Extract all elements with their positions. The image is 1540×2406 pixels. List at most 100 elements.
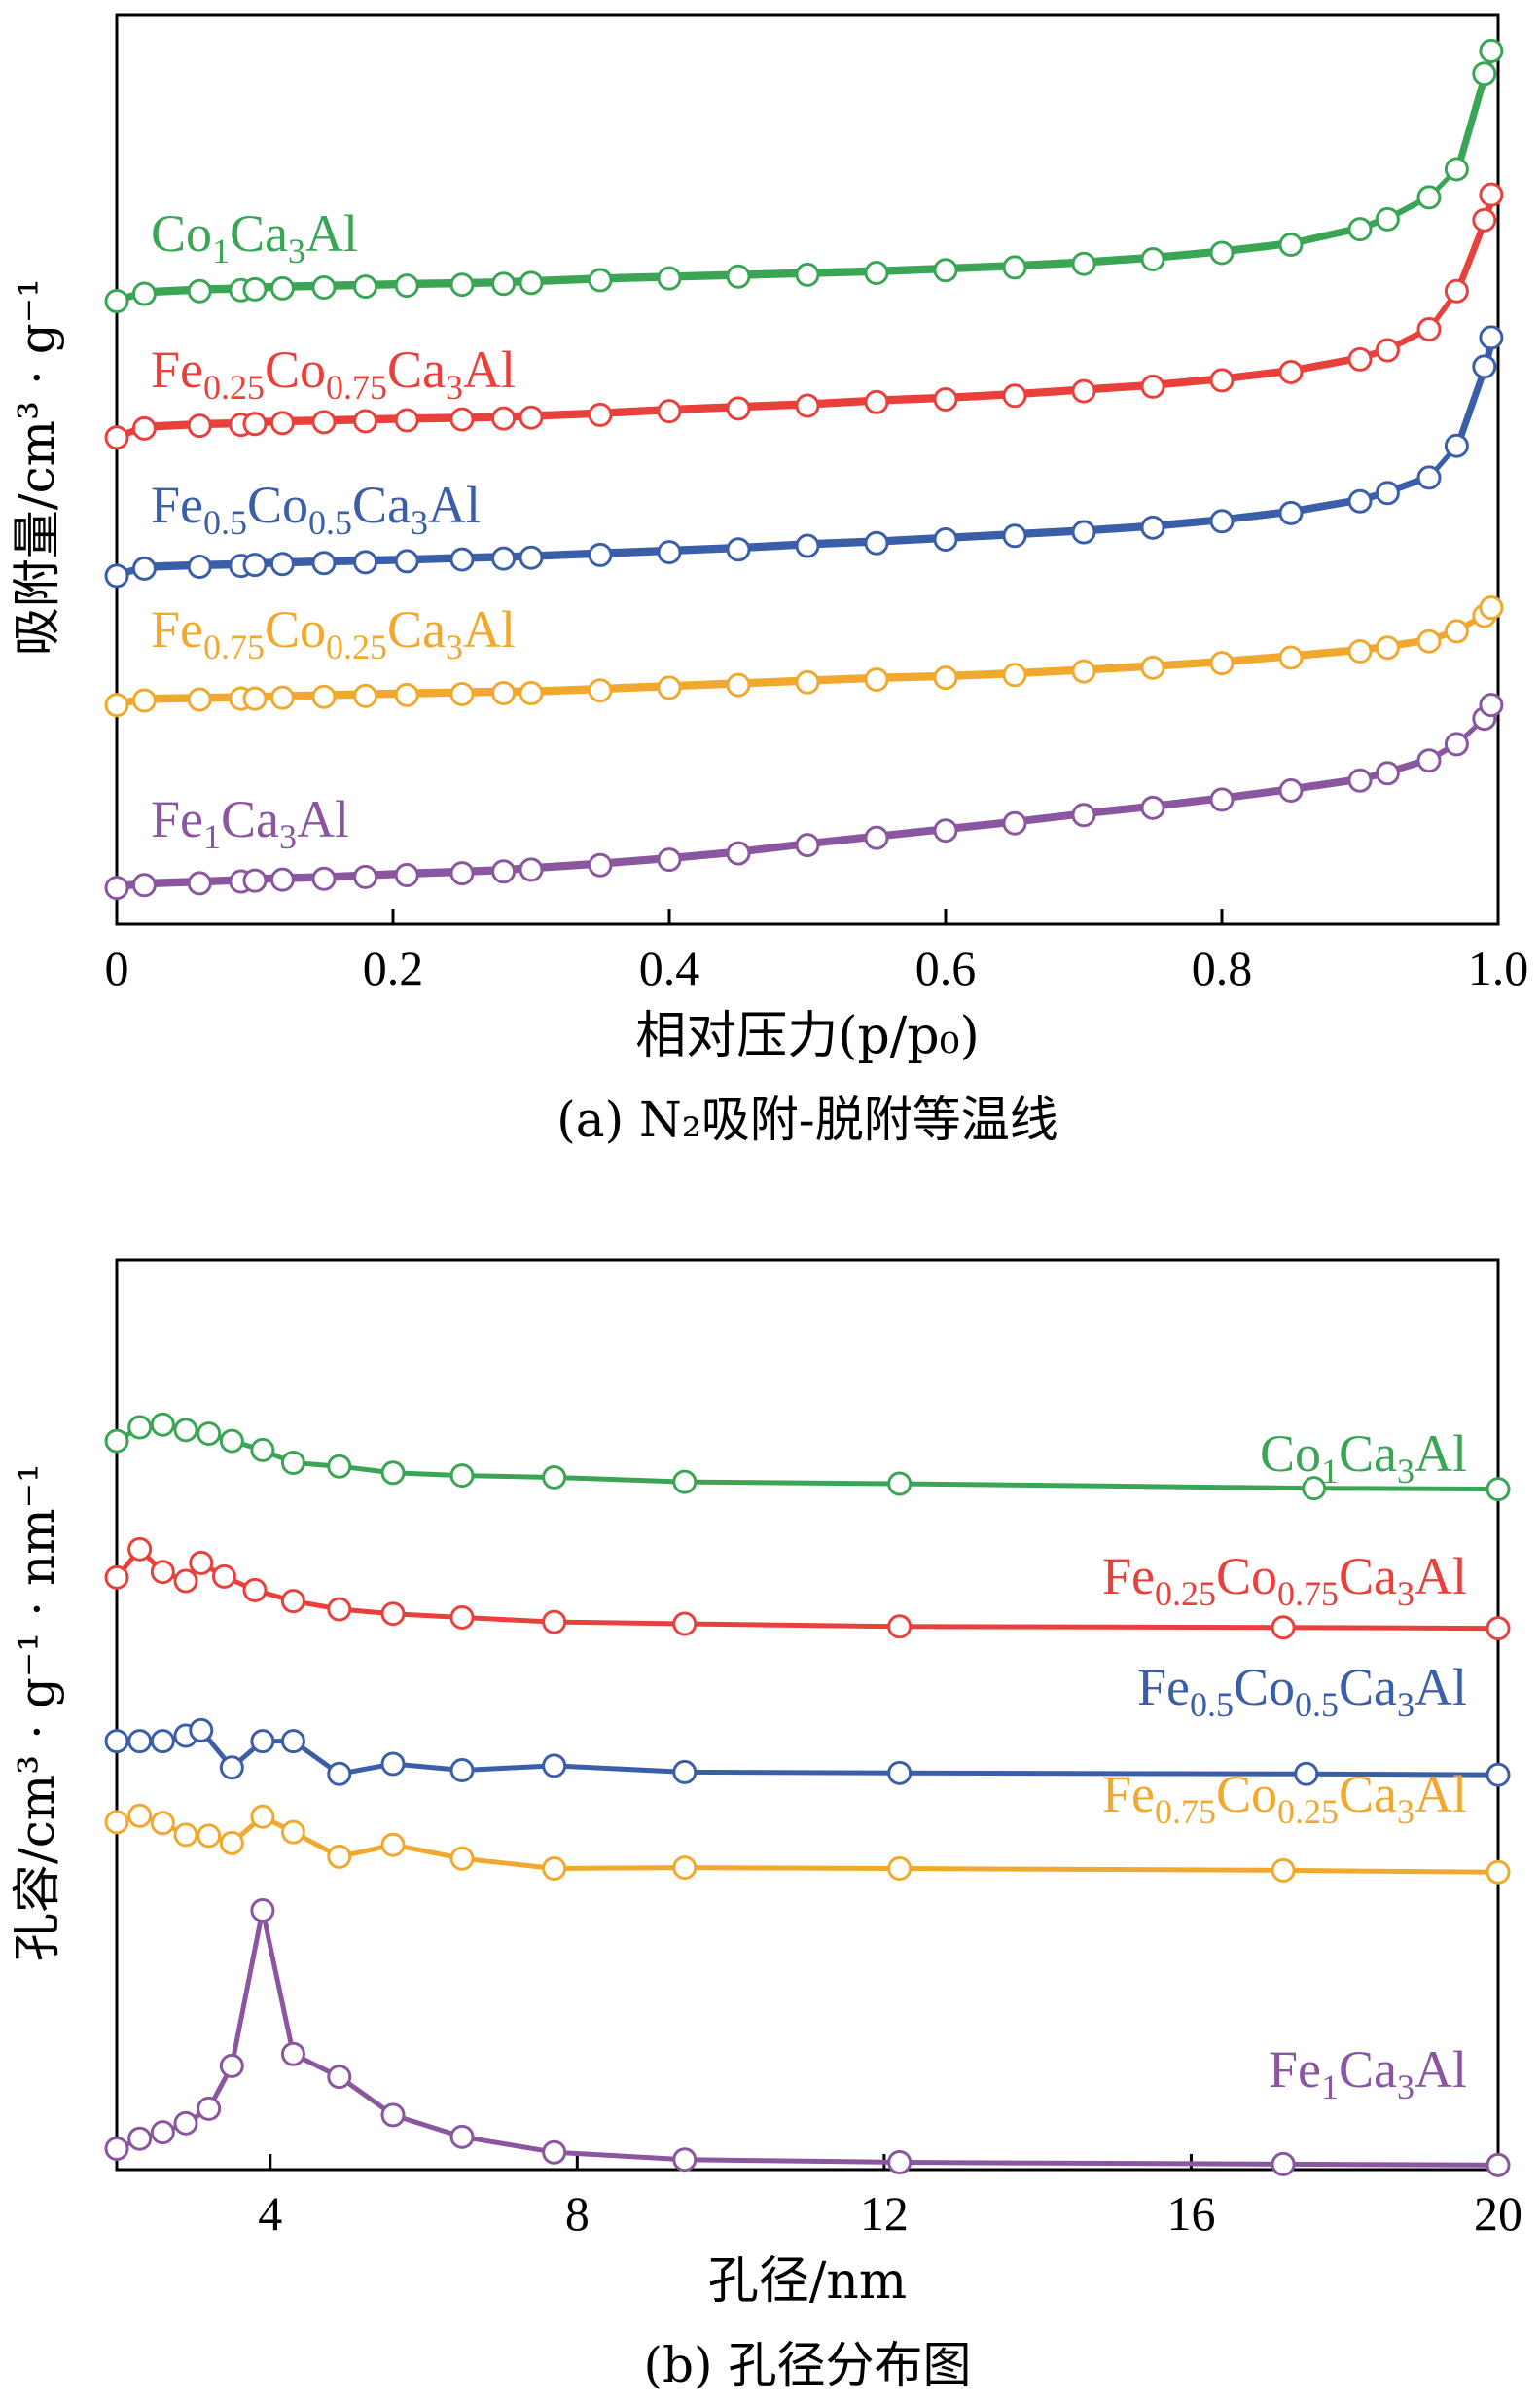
panel-a-series-3-point-15	[795, 669, 820, 695]
panel-a-series-4-point-2	[187, 871, 212, 896]
panel-b-series-0-point-0	[104, 1428, 129, 1454]
panel-a-series-2-point-28	[1479, 325, 1504, 350]
panel-a-series-0-point-24	[1375, 206, 1400, 232]
panel-b-series-3-point-12	[672, 1855, 698, 1881]
panel-a-series-4-point-8	[394, 863, 419, 888]
panel-b-series-3-point-0	[104, 1810, 129, 1835]
panel-b-series-2	[104, 1717, 1511, 1787]
panel-a-series-2-point-12	[588, 542, 613, 567]
panel-b-series-2-point-9	[380, 1751, 406, 1777]
panel-a-series-3-point-18	[1002, 663, 1027, 688]
panel-b-series-3-point-8	[327, 1844, 352, 1869]
panel-b-series-4-point-7	[280, 2041, 305, 2066]
panel-a-series-3-point-20	[1140, 655, 1165, 680]
panel-a-series-3-point-9	[449, 681, 475, 706]
panel-a-series-4-point-19	[1071, 803, 1096, 828]
panel-b-series-2-point-6	[250, 1729, 275, 1754]
panel-a-series-4-point-22	[1278, 778, 1304, 804]
panel-b-series-2-point-12	[672, 1759, 698, 1784]
panel-a-series-4-point-9	[449, 861, 475, 886]
panel-a-series-1-point-8	[394, 408, 419, 433]
panel-a-plot-frame	[115, 13, 1500, 926]
panel-b-series-3-point-4	[197, 1823, 222, 1849]
panel-b-x-tick-label-1: 8	[565, 2186, 590, 2241]
panel-b-series-0-point-7	[280, 1451, 305, 1476]
panel-a-series-3-point-2	[187, 687, 212, 712]
panel-b-series-1-point-6	[242, 1577, 268, 1602]
panel-b-series-0-point-11	[542, 1464, 567, 1490]
panel-a-y-axis-label: 吸附量/cm³ · g⁻¹	[9, 278, 65, 656]
panel-a-series-1-point-24	[1375, 338, 1400, 363]
panel-b-series-0-point-5	[219, 1428, 244, 1454]
panel-a-series-4-point-21	[1209, 787, 1235, 812]
panel-a-series-4-point-15	[795, 833, 820, 858]
panel-b-x-ticks: 4 8 12 16 20	[258, 2154, 1522, 2241]
panel-a-series-0-point-22	[1278, 233, 1304, 258]
panel-a-series-1-point-10	[491, 406, 517, 431]
panel-b-series-0-point-9	[380, 1460, 406, 1486]
panel-b-series-0-point-2	[150, 1412, 175, 1437]
panel-b-series-3-point-13	[887, 1856, 913, 1882]
panel-b-series: Co1Ca3Al Fe0.25Co0.75Ca3Al Fe0.5Co0.5Ca3Al…	[104, 1412, 1511, 2177]
panel-a-series-4-point-13	[657, 847, 682, 873]
panel-b-y-axis-label: 孔容/cm³ · g⁻¹ · nm⁻¹	[9, 1463, 65, 1961]
panel-a-series-1-point-4	[242, 412, 268, 437]
panel-b-series-3-point-7	[280, 1819, 305, 1845]
panel-b-series-1-point-10	[449, 1604, 475, 1630]
panel-a-series-3-point-14	[726, 672, 751, 698]
panel-a-series-0-point-13	[657, 266, 682, 291]
panel-a-series-0-point-14	[726, 264, 751, 289]
panel-a-series-0-point-28	[1479, 38, 1504, 63]
panel-b-series-1-point-9	[380, 1601, 406, 1627]
panel-a-series-1-point-0	[104, 425, 129, 450]
panel-a-series-2-point-25	[1416, 465, 1442, 490]
panel-a-series-2-point-16	[864, 530, 889, 556]
panel-a-series-3	[104, 595, 1504, 718]
panel-a-series-0-point-17	[933, 258, 958, 283]
panel-b-legend-fe-co-ca-al: Fe0.75Co0.25Ca3Al	[1102, 1765, 1467, 1831]
panel-a-series-1-point-27	[1472, 207, 1497, 233]
panel-a-series-0-point-11	[519, 270, 544, 296]
panel-a-series-2-point-15	[795, 533, 820, 558]
panel-b-series-1-point-0	[104, 1564, 129, 1590]
panel-b-series-4	[104, 1898, 1511, 2177]
panel-b-series-4-point-11	[542, 2139, 567, 2165]
panel-a-series-2-point-5	[269, 552, 295, 577]
panel-a-series-2-point-13	[657, 540, 682, 565]
panel-a-series-2-point-20	[1140, 515, 1165, 540]
panel-b-series-2-point-14	[1294, 1761, 1319, 1786]
panel-a-series-3-point-24	[1375, 635, 1400, 661]
panel-a-series-3-point-7	[353, 683, 378, 708]
panel-a-series-0-point-26	[1444, 157, 1469, 182]
panel-a-series-0-point-7	[353, 274, 378, 300]
panel-a-series-1-point-7	[353, 409, 378, 434]
panel-b-series-1-point-7	[280, 1589, 305, 1614]
panel-b-series-1-point-11	[542, 1609, 567, 1634]
panel-a-series-2-point-2	[187, 555, 212, 580]
panel-a-series-1-point-26	[1444, 278, 1469, 304]
panel-a-series-1-point-13	[657, 399, 682, 424]
panel-a-series-2-point-11	[519, 545, 544, 570]
panel-a-legend-fe-co-ca-al: Fe0.75Co0.25Ca3Al	[151, 600, 516, 666]
panel-a-series-3-point-22	[1278, 645, 1304, 670]
panel-a-series-2-point-0	[104, 563, 129, 589]
panel-a-series-4-point-0	[104, 876, 129, 901]
panel-b-series-2-point-7	[280, 1729, 305, 1754]
panel-b-series-2-point-13	[887, 1760, 913, 1785]
panel-a-x-tick-label-1: 0.2	[363, 941, 424, 995]
panel-b-series-line-3	[114, 1813, 1501, 1875]
panel-b-series-0-point-14	[1302, 1476, 1327, 1501]
panel-a-series-2	[104, 325, 1504, 589]
panel-b-x-tick-label-3: 16	[1166, 2186, 1215, 2241]
panel-a-series-1-point-22	[1278, 359, 1304, 384]
panel-b-series-3-point-2	[150, 1811, 175, 1836]
panel-a-legend-fe-co-ca-al: Fe0.25Co0.75Ca3Al	[151, 341, 516, 407]
panel-a-series-0-point-1	[131, 281, 157, 306]
panel-b-series-2-point-10	[449, 1758, 475, 1783]
panel-b-series-2-point-2	[150, 1729, 175, 1754]
panel-a-series-1-point-18	[1002, 383, 1027, 409]
panel-a-series-0-point-18	[1002, 255, 1027, 280]
panel-a-series-3-point-19	[1071, 659, 1096, 684]
panel-a-series-0-point-9	[449, 272, 475, 298]
panel-a-series-0-point-0	[104, 289, 129, 314]
